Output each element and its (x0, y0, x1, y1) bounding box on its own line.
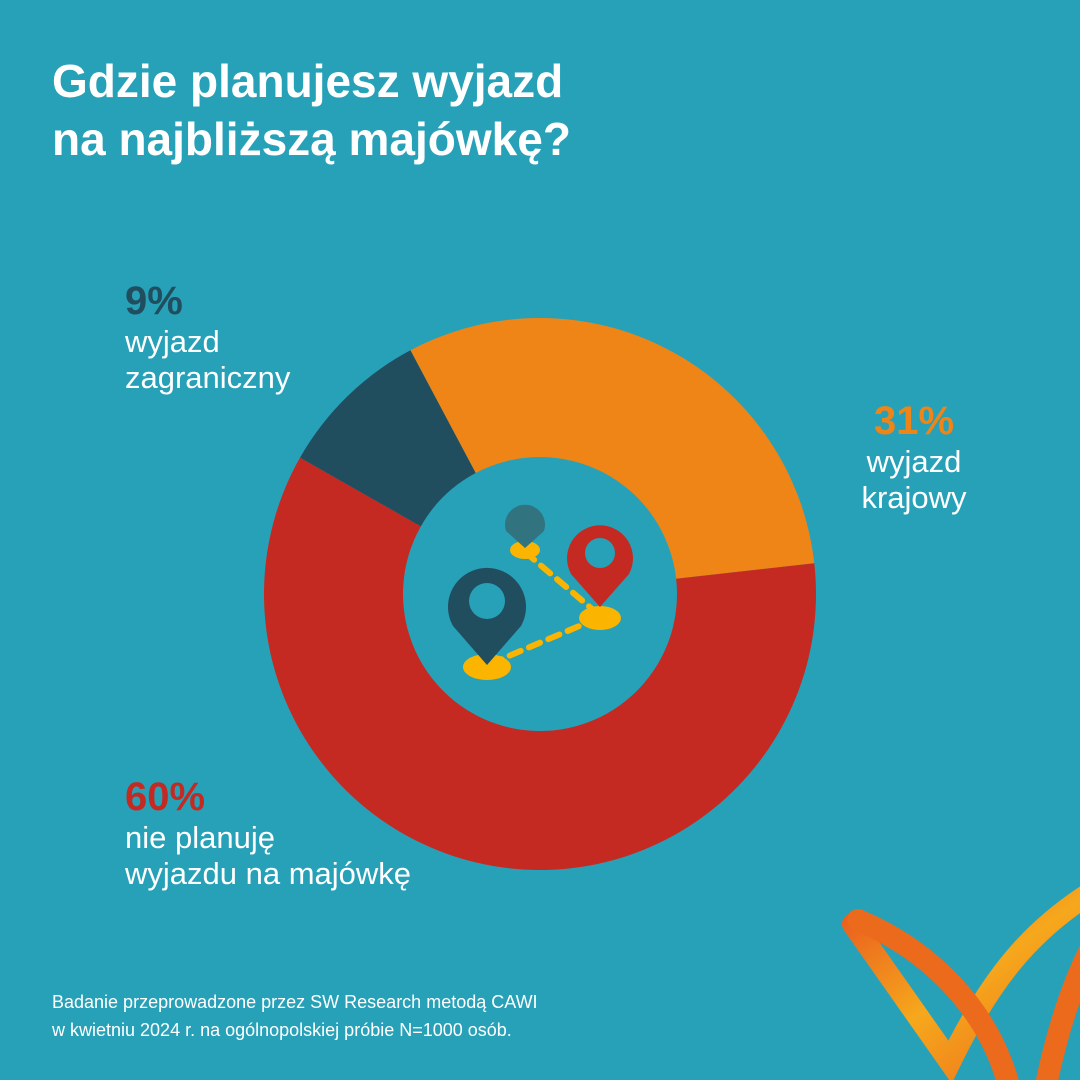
footnote-line2: w kwietniu 2024 r. na ogólnopolskiej pró… (52, 1020, 512, 1040)
label-abroad: 9% wyjazd zagraniczny (125, 278, 290, 396)
label-domestic-line2: krajowy (861, 480, 967, 515)
label-none-line2: wyjazdu na majówkę (125, 856, 412, 891)
pct-abroad: 9% (125, 279, 183, 323)
pct-domestic: 31% (873, 399, 955, 443)
label-none-line1: nie planuję (125, 820, 275, 855)
label-abroad-line1: wyjazd (125, 324, 220, 359)
label-abroad-line2: zagraniczny (125, 360, 291, 395)
title-line-1: Gdzie planujesz wyjazd (52, 55, 564, 107)
slice-abroad (300, 350, 476, 527)
pin-small-icon (505, 504, 545, 548)
slice-none (263, 457, 816, 871)
page-title: Gdzie planujesz wyjazd na najbliższą maj… (52, 52, 571, 168)
label-none: 60% nie planuję wyjazdu na majówkę (125, 774, 411, 892)
pct-none: 60% (125, 775, 206, 819)
brand-logo (842, 886, 1080, 1080)
slice-domestic (410, 318, 815, 579)
map-pins-icon (448, 504, 633, 680)
footnote-line1: Badanie przeprowadzone przez SW Research… (52, 992, 538, 1012)
label-domestic-line1: wyjazd (866, 444, 962, 479)
footnote: Badanie przeprowadzone przez SW Research… (52, 988, 538, 1044)
label-domestic: 31% wyjazd krajowy (852, 398, 976, 516)
title-line-2: na najbliższą majówkę? (52, 113, 571, 165)
